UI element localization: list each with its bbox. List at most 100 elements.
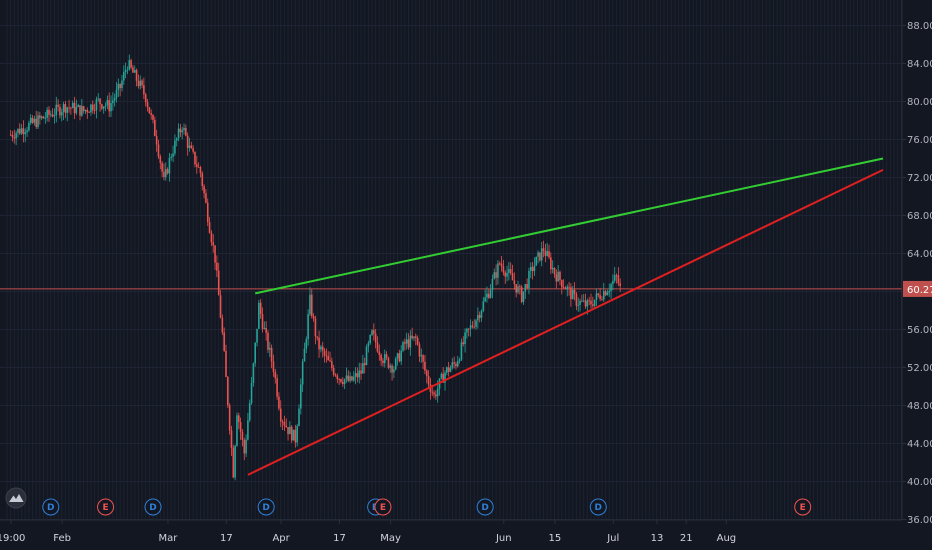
candle xyxy=(582,293,585,303)
candle-body xyxy=(66,107,69,113)
candle xyxy=(274,368,277,384)
candle xyxy=(331,357,333,372)
dividend-marker[interactable]: D xyxy=(476,498,494,516)
candle-body xyxy=(482,301,485,311)
price-axis-label: 80.00 xyxy=(907,97,932,108)
candle xyxy=(529,262,532,279)
candle-body xyxy=(493,272,496,279)
candle xyxy=(117,78,120,97)
candle xyxy=(185,124,187,137)
trendlines[interactable] xyxy=(247,157,884,476)
candle-body xyxy=(259,302,262,315)
time-axis[interactable]: 19:00 Feb Mar 17 Apr 17 May Jun 15 Jul 13 21 Aug xyxy=(0,519,902,550)
candle xyxy=(250,376,253,405)
candle xyxy=(137,74,140,89)
candle xyxy=(121,75,123,92)
candle-body xyxy=(301,361,304,385)
price-axis[interactable]: 88.0084.0080.0076.0072.0068.0064.0060.00… xyxy=(901,0,932,526)
candle-body xyxy=(35,118,37,128)
dividend-marker[interactable]: D xyxy=(42,498,60,516)
candle-body xyxy=(223,332,225,351)
candle-body xyxy=(300,384,302,409)
candle xyxy=(369,334,371,345)
candle-body xyxy=(290,426,293,441)
current-price-tag[interactable] xyxy=(903,280,932,297)
candle xyxy=(168,152,171,182)
candle xyxy=(374,329,377,349)
candle xyxy=(11,131,14,142)
candle xyxy=(28,120,30,132)
candle-body xyxy=(546,251,548,256)
time-axis-label: 15 xyxy=(548,533,561,544)
candle xyxy=(427,370,430,390)
candle xyxy=(486,286,488,303)
earnings-marker[interactable]: E xyxy=(374,498,392,516)
candle xyxy=(385,351,388,361)
candle-body xyxy=(404,342,406,344)
candle-body xyxy=(467,328,470,330)
candle xyxy=(205,189,207,204)
candle-body xyxy=(515,284,517,293)
event-markers[interactable]: DEDDDEDDE xyxy=(42,498,812,516)
candle xyxy=(44,112,47,124)
candle-body xyxy=(135,70,138,81)
candle-body xyxy=(208,222,211,233)
candle xyxy=(555,269,558,289)
candle-body xyxy=(90,104,92,113)
candle xyxy=(391,363,393,381)
candle-body xyxy=(102,106,105,109)
candle-body xyxy=(256,328,258,343)
candle-body xyxy=(194,151,196,165)
earnings-marker[interactable]: E xyxy=(794,498,812,516)
candle-body xyxy=(550,257,552,270)
candle-body xyxy=(141,80,143,86)
candle xyxy=(424,354,426,375)
tradingview-logo[interactable] xyxy=(5,487,27,509)
candle xyxy=(561,279,563,295)
candle-body xyxy=(455,363,457,367)
candle xyxy=(502,259,505,276)
dividend-marker[interactable]: D xyxy=(257,498,275,516)
trendline-lower[interactable] xyxy=(247,168,884,476)
candle-body xyxy=(33,118,36,123)
trendline-upper[interactable] xyxy=(254,157,884,295)
candle xyxy=(124,62,127,79)
candle xyxy=(287,426,289,441)
candle xyxy=(46,106,48,122)
candle xyxy=(484,289,486,303)
candle-body xyxy=(168,157,171,174)
candle-body xyxy=(446,367,448,373)
candle-body xyxy=(101,104,103,109)
candle-body xyxy=(617,275,620,284)
candle xyxy=(225,344,227,378)
candle xyxy=(467,328,470,337)
candle-body xyxy=(488,293,490,298)
candle-body xyxy=(232,447,235,478)
candle xyxy=(132,64,134,73)
candle xyxy=(148,106,151,114)
candle xyxy=(363,357,366,374)
candle-body xyxy=(185,127,187,136)
candle-body xyxy=(597,293,600,296)
candle-body xyxy=(39,115,41,119)
candle-body xyxy=(573,289,576,294)
dividend-marker[interactable]: D xyxy=(144,498,162,516)
candle-body xyxy=(174,140,176,154)
candle xyxy=(332,364,335,377)
candle xyxy=(508,261,510,281)
candlestick-series xyxy=(9,54,621,481)
dividend-marker[interactable]: D xyxy=(589,498,607,516)
candle xyxy=(243,437,246,461)
candle xyxy=(435,390,437,400)
candle xyxy=(597,292,600,298)
candle-body xyxy=(356,373,359,378)
candle xyxy=(515,284,517,298)
candle-body xyxy=(413,336,415,339)
candle-body xyxy=(272,361,275,372)
candle-body xyxy=(84,109,87,112)
earnings-marker[interactable]: E xyxy=(97,498,115,516)
candle-body xyxy=(477,315,479,321)
candle xyxy=(310,289,313,319)
